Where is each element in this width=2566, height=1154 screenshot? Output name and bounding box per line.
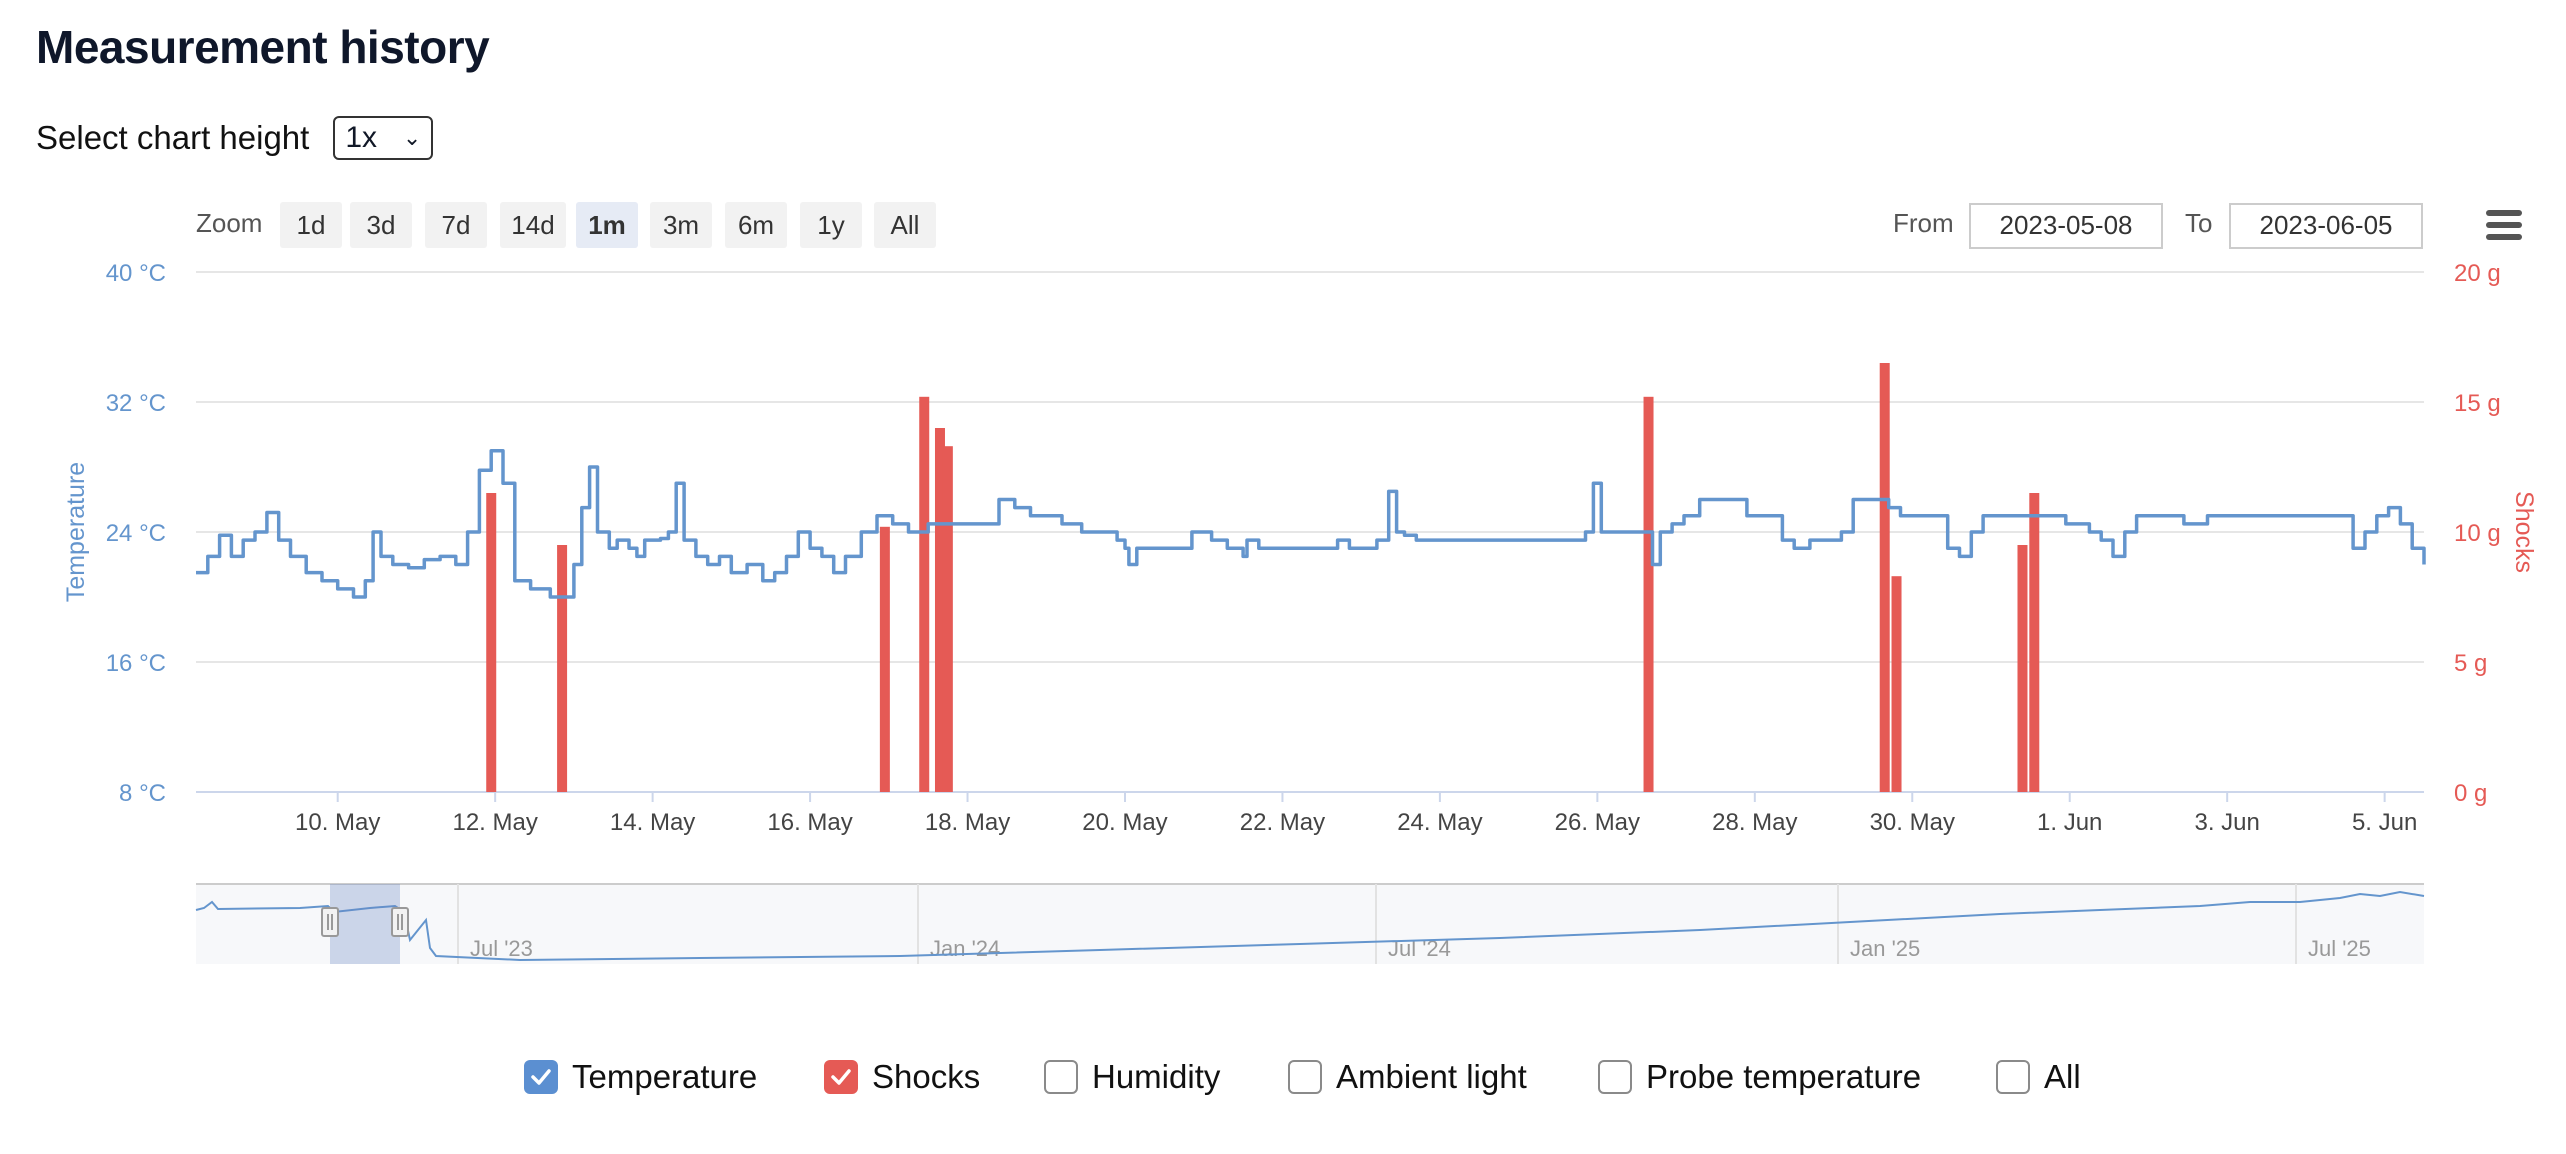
x-tick-label: 18. May	[925, 809, 1010, 836]
y-left-tick: 32 °C	[106, 390, 166, 417]
shock-bar	[879, 526, 890, 792]
legend-label: Shocks	[872, 1058, 981, 1095]
x-tick-label: 30. May	[1870, 809, 1955, 836]
zoom-button-label[interactable]: 1y	[817, 210, 844, 240]
measurement-chart: Zoom 1d 3d 7d 14d 1m 3m 6m 1y All From 2023-05-08 To…	[62, 202, 2538, 964]
to-date-input[interactable]	[2229, 203, 2423, 249]
shock-bar	[1643, 396, 1654, 792]
chart-height-select[interactable]: 1x ⌄	[333, 116, 434, 160]
x-tick-label: 28. May	[1712, 809, 1797, 836]
shock-bar	[2017, 545, 2028, 792]
chart-height-label: Select chart height	[36, 119, 310, 156]
legend-item-humidity[interactable]: Humidity	[1044, 1058, 1220, 1096]
navigator-background	[196, 884, 2424, 964]
navigator-label: Jan '25	[1850, 936, 1920, 961]
zoom-button-label[interactable]: 7d	[442, 210, 471, 240]
zoom-button-1m[interactable]	[576, 202, 638, 248]
zoom-button-3m[interactable]	[650, 202, 712, 248]
legend-label: Temperature	[572, 1058, 758, 1095]
x-tick-label: 20. May	[1082, 809, 1167, 836]
checkbox-icon[interactable]	[1996, 1060, 2030, 1094]
zoom-button-3d[interactable]	[350, 202, 412, 248]
navigator-label: Jul '25	[2308, 936, 2371, 961]
series-legend: Temperature Shocks Humidity Ambient light Pr…	[0, 1058, 2566, 1118]
y-right-tick: 15 g	[2454, 390, 2501, 417]
shock-bar	[919, 396, 930, 792]
shock-bar	[2029, 493, 2040, 792]
shock-bar	[1879, 363, 1890, 792]
x-tick-label: 5. Jun	[2352, 809, 2417, 836]
legend-label: Ambient light	[1336, 1058, 1527, 1095]
y-left-tick: 16 °C	[106, 650, 166, 677]
x-tick-label: 10. May	[295, 809, 380, 836]
chevron-down-icon: ⌄	[402, 125, 422, 150]
legend-label: All	[2044, 1058, 2081, 1095]
x-tick-label: 1. Jun	[2037, 809, 2102, 836]
chart-height-row: Select chart height 1x ⌄	[36, 116, 434, 160]
navigator-selection[interactable]	[330, 884, 400, 964]
zoom-button-label[interactable]: All	[891, 210, 920, 240]
y-right-tick: 5 g	[2454, 650, 2487, 677]
zoom-button-All[interactable]	[874, 202, 936, 248]
zoom-button-14d[interactable]	[500, 202, 566, 248]
to-date-value[interactable]: 2023-06-05	[2260, 210, 2393, 240]
zoom-button-label[interactable]: 14d	[511, 210, 554, 240]
zoom-button-1d[interactable]	[280, 202, 342, 248]
y-right-tick: 0 g	[2454, 780, 2487, 807]
navigator-label: Jul '23	[470, 936, 533, 961]
shock-bar	[942, 446, 953, 792]
y-right-tick: 20 g	[2454, 260, 2501, 287]
checkbox-icon[interactable]	[1598, 1060, 1632, 1094]
shock-bar	[486, 493, 497, 792]
navigator-label: Jan '24	[930, 936, 1000, 961]
chart-menu-icon[interactable]	[2486, 210, 2522, 240]
zoom-label: Zoom	[196, 208, 262, 238]
zoom-button-label[interactable]: 6m	[738, 210, 774, 240]
x-tick-label: 14. May	[610, 809, 695, 836]
zoom-button-7d[interactable]	[425, 202, 487, 248]
from-label: From	[1893, 208, 1954, 238]
legend-item-temperature[interactable]: Temperature	[524, 1058, 757, 1096]
zoom-button-label[interactable]: 3d	[367, 210, 396, 240]
y-left-tick: 40 °C	[106, 260, 166, 287]
checkbox-icon[interactable]	[1044, 1060, 1078, 1094]
checkbox-icon[interactable]	[524, 1060, 558, 1094]
legend-label: Humidity	[1092, 1058, 1221, 1095]
temperature-line	[196, 449, 2426, 599]
chart-height-value: 1x	[345, 121, 378, 154]
x-tick-label: 16. May	[767, 809, 852, 836]
y-right-axis-title: Shocks	[2510, 491, 2538, 573]
shock-bar	[1891, 576, 1902, 792]
from-date-value[interactable]: 2023-05-08	[2000, 210, 2133, 240]
x-tick-label: 24. May	[1397, 809, 1482, 836]
legend-item-ambient-light[interactable]: Ambient light	[1288, 1058, 1527, 1096]
checkbox-icon[interactable]	[1288, 1060, 1322, 1094]
legend-item-all[interactable]: All	[1996, 1058, 2081, 1096]
checkbox-icon[interactable]	[824, 1060, 858, 1094]
page-title: Measurement history	[36, 21, 490, 73]
legend-item-shocks[interactable]: Shocks	[824, 1058, 980, 1096]
x-tick-label: 12. May	[452, 809, 537, 836]
x-tick-label: 3. Jun	[2194, 809, 2259, 836]
zoom-button-1y[interactable]	[800, 202, 862, 248]
x-tick-label: 22. May	[1240, 809, 1325, 836]
y-left-tick: 24 °C	[106, 520, 166, 547]
zoom-button-label[interactable]: 1m	[588, 210, 626, 240]
x-tick-label: 26. May	[1555, 809, 1640, 836]
legend-item-probe-temperature[interactable]: Probe temperature	[1598, 1058, 1921, 1096]
zoom-button-label[interactable]: 3m	[663, 210, 699, 240]
shock-bar	[934, 428, 945, 792]
y-left-tick: 8 °C	[119, 780, 166, 807]
zoom-button-label[interactable]: 1d	[297, 210, 326, 240]
zoom-button-6m[interactable]	[725, 202, 787, 248]
to-label: To	[2185, 208, 2212, 238]
from-date-input[interactable]	[1969, 203, 2163, 249]
y-left-axis-title: Temperature	[62, 462, 90, 602]
y-right-tick: 10 g	[2454, 520, 2501, 547]
navigator-handle[interactable]	[391, 907, 409, 937]
navigator-handle[interactable]	[321, 907, 339, 937]
legend-label: Probe temperature	[1646, 1058, 1922, 1095]
shock-bar	[557, 545, 568, 792]
